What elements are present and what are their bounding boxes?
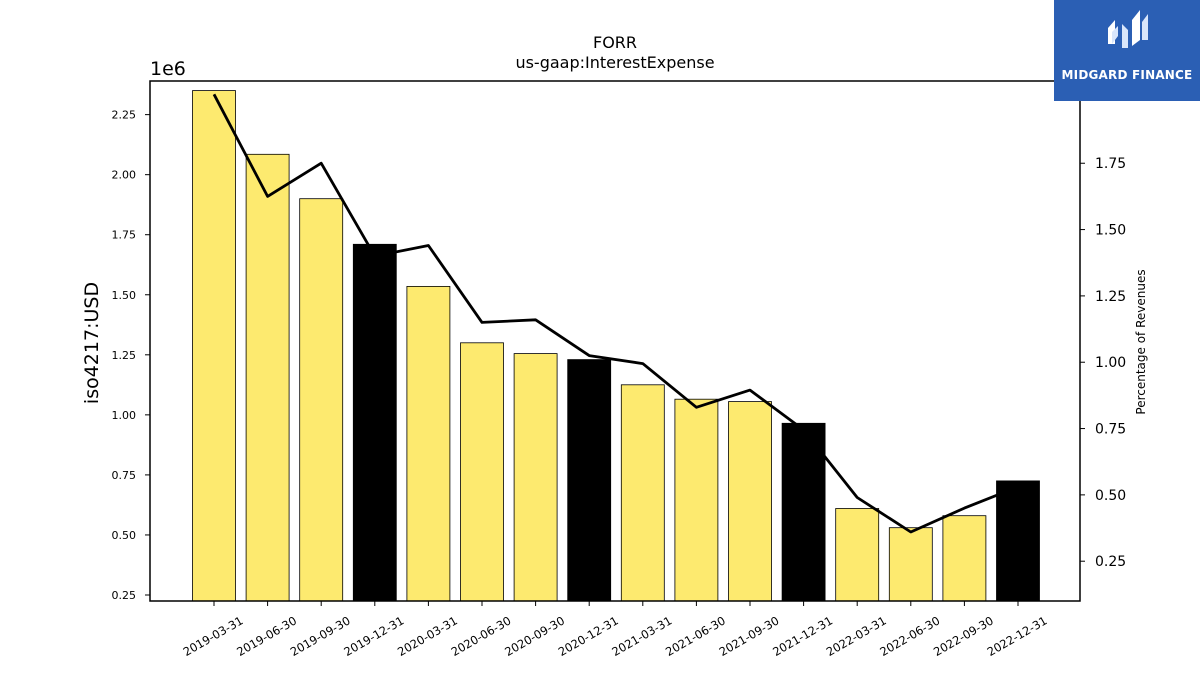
x-tick-label: 2019-06-30 — [234, 613, 299, 659]
y-tick-label: 2.25 — [112, 109, 137, 122]
x-tick-label: 2022-12-31 — [985, 613, 1050, 659]
logo-background — [1054, 0, 1200, 101]
bar-2022-06-30 — [888, 527, 933, 601]
logo-mark-icon — [1108, 10, 1148, 48]
x-tick-label: 2020-12-31 — [556, 613, 621, 659]
bar-2021-03-31 — [620, 384, 665, 601]
y2-tick-label: 0.75 — [1095, 422, 1126, 438]
y-tick-label: 2.00 — [112, 169, 137, 182]
y-tick-label: 0.50 — [112, 529, 137, 542]
y2-tick-label: 0.25 — [1095, 554, 1126, 570]
x-tick-label: 2020-06-30 — [449, 613, 514, 659]
x-tick-label: 2021-03-31 — [609, 613, 674, 659]
y-offset-label: 1e6 — [150, 58, 186, 80]
x-tick-label: 2019-12-31 — [341, 613, 406, 659]
bar-2020-06-30 — [460, 342, 504, 601]
x-tick-label: 2021-09-30 — [717, 613, 782, 659]
x-tick-label: 2021-06-30 — [663, 613, 728, 659]
bar-2021-09-30 — [728, 401, 772, 601]
x-tick-label: 2022-09-30 — [931, 613, 996, 659]
x-tick-label: 2019-09-30 — [288, 613, 353, 659]
percentage-line — [212, 93, 1019, 534]
chart-title: FORR — [593, 33, 637, 52]
x-tick-label: 2022-06-30 — [877, 613, 942, 659]
bar-2022-09-30 — [942, 515, 987, 601]
x-tick-label: 2022-03-31 — [824, 613, 889, 659]
x-tick-label: 2021-12-31 — [770, 613, 835, 659]
y2-tick-label: 1.25 — [1095, 289, 1126, 305]
bar-2021-12-31 — [781, 422, 826, 601]
y-axis-label: iso4217:USD — [81, 282, 103, 404]
bar-2019-06-30 — [245, 153, 290, 601]
y2-tick-label: 1.75 — [1095, 156, 1126, 172]
y2-tick-label: 1.00 — [1095, 355, 1126, 371]
y-tick-label: 1.50 — [112, 289, 137, 302]
bar-2020-09-30 — [513, 353, 558, 601]
x-tick-label: 2020-03-31 — [395, 613, 460, 659]
bar-2022-03-31 — [835, 508, 880, 601]
bar-2020-03-31 — [406, 285, 451, 601]
y2-axis-label: Percentage of Revenues — [1134, 269, 1148, 414]
plot-frame — [149, 80, 1081, 602]
y-tick-label: 1.00 — [112, 409, 137, 422]
bar-2022-12-31 — [996, 480, 1040, 601]
y-tick-label: 0.75 — [112, 469, 137, 482]
y-tick-label: 1.25 — [112, 349, 137, 362]
bar-2019-12-31 — [352, 243, 397, 601]
chart-subtitle: us-gaap:InterestExpense — [515, 53, 714, 72]
logo-text: MIDGARD FINANCE — [1061, 68, 1193, 82]
x-tick-label: 2019-03-31 — [181, 613, 246, 659]
bar-2019-03-31 — [192, 90, 236, 601]
y2-tick-label: 1.50 — [1095, 223, 1126, 239]
y-tick-label: 0.25 — [112, 589, 137, 602]
bar-2021-06-30 — [674, 398, 719, 601]
bar-2020-12-31 — [567, 359, 612, 601]
midgard-finance-logo: MIDGARD FINANCE — [1054, 0, 1200, 101]
x-tick-label: 2020-09-30 — [502, 613, 567, 659]
y-tick-label: 1.75 — [112, 229, 137, 242]
bar-2019-09-30 — [299, 198, 344, 601]
y2-tick-label: 0.50 — [1095, 488, 1126, 504]
